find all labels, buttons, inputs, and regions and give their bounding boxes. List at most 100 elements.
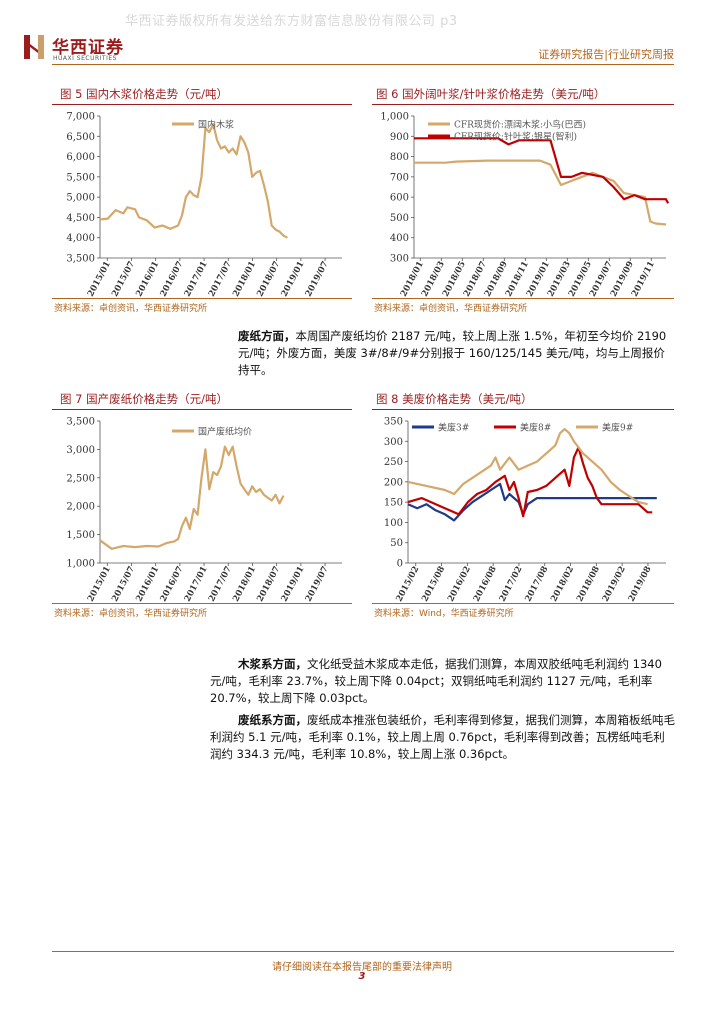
- paragraph-waste-series-head: 废纸系方面，: [238, 713, 307, 727]
- figure-6-source-rule: [372, 298, 674, 299]
- figure-7-source: 资料来源：卓创资讯，华西证券研究所: [54, 609, 208, 619]
- figure-6-title: 图 6 国外阔叶浆/针叶浆价格走势（美元/吨）: [376, 87, 606, 101]
- figure-8-source: 资料来源：Wind，华西证券研究所: [374, 609, 514, 619]
- y-tick-label: 3,500: [66, 254, 95, 265]
- y-tick-label: 0: [397, 559, 403, 570]
- series-line-1: [99, 445, 285, 550]
- figure-7-source-rule: [52, 603, 352, 604]
- y-tick-label: 3,000: [66, 445, 95, 456]
- y-tick-label: 300: [384, 437, 403, 448]
- paragraph-wood-pulp-body: 文化纸受益木浆成本走低，据我们测算，本周双胶纸吨毛利润约 1340 元/吨，毛利…: [210, 657, 662, 705]
- y-tick-label: 7,000: [66, 112, 95, 123]
- legend-label: CFR现货价:针叶浆:银星(智利): [454, 131, 577, 143]
- x-tick-label: 2017/02: [498, 565, 525, 603]
- x-tick-label: 2015/07: [110, 565, 137, 603]
- y-tick-label: 1,500: [66, 530, 95, 541]
- x-tick-label: 2018/07: [255, 565, 282, 603]
- series-line-1: [407, 482, 657, 522]
- y-tick-label: 900: [390, 132, 409, 143]
- x-tick-label: 2017/07: [207, 260, 234, 298]
- y-tick-label: 300: [390, 254, 409, 265]
- figure-6-chart: 3004005006007008009001,0002018/012018/03…: [380, 112, 670, 298]
- watermark-text: 华西证券版权所有发送给东方财富信息股份有限公司 p3: [125, 14, 458, 29]
- y-tick-label: 150: [384, 498, 403, 509]
- x-tick-label: 2015/01: [86, 260, 113, 298]
- figure-6-rule: [372, 104, 674, 105]
- series-line-1: [414, 159, 667, 226]
- x-tick-label: 2019/07: [304, 565, 331, 603]
- y-tick-label: 1,000: [66, 559, 95, 570]
- y-tick-label: 3,500: [66, 417, 95, 428]
- y-tick-label: 5,000: [66, 193, 95, 204]
- x-tick-label: 2019/07: [304, 260, 331, 298]
- paragraph-wood-pulp: 木浆系方面，文化纸受益木浆成本走低，据我们测算，本周双胶纸吨毛利润约 1340 …: [210, 656, 676, 707]
- y-tick-label: 250: [384, 457, 403, 468]
- paragraph-waste-paper-body: 本周国产废纸均价 2187 元/吨，较上周上涨 1.5%，年初至今均价 2190…: [238, 329, 667, 377]
- figure-5-source: 资料来源：卓创资讯，华西证券研究所: [54, 304, 208, 314]
- x-tick-label: 2017/07: [207, 565, 234, 603]
- x-tick-label: 2016/07: [159, 565, 186, 603]
- logo-icon: [22, 33, 46, 61]
- series-line-3: [407, 428, 648, 506]
- figure-6-source: 资料来源：卓创资讯，华西证券研究所: [374, 304, 528, 314]
- x-tick-label: 2019/01: [280, 260, 307, 298]
- footer-divider: [52, 951, 674, 952]
- header-divider: [52, 64, 674, 65]
- figure-8-source-rule: [372, 603, 674, 604]
- y-tick-label: 5,500: [66, 172, 95, 183]
- paragraph-waste-paper: 废纸方面，本周国产废纸均价 2187 元/吨，较上周上涨 1.5%，年初至今均价…: [238, 328, 674, 379]
- legend-label: 美废8#: [520, 422, 551, 434]
- paragraph-waste-paper-head: 废纸方面，: [238, 329, 296, 343]
- y-tick-label: 350: [384, 417, 403, 428]
- y-tick-label: 2,000: [66, 502, 95, 513]
- figure-8-title: 图 8 美废价格走势（美元/吨）: [376, 392, 533, 406]
- x-tick-label: 2015/02: [394, 565, 421, 603]
- x-tick-label: 2016/07: [159, 260, 186, 298]
- paragraph-wood-pulp-head: 木浆系方面，: [238, 657, 307, 671]
- series-line-1: [99, 123, 288, 239]
- x-tick-label: 2018/01: [231, 565, 258, 603]
- report-type: 证券研究报告|行业研究周报: [538, 48, 674, 61]
- x-tick-label: 2015/01: [86, 565, 113, 603]
- logo-subtext: HUAXI SECURITIES: [53, 55, 117, 62]
- x-tick-label: 2016/02: [446, 565, 473, 603]
- figure-7-chart: 1,0001,5002,0002,5003,0003,5002015/01201…: [66, 417, 342, 603]
- y-tick-label: 400: [390, 233, 409, 244]
- x-tick-label: 2018/02: [549, 565, 576, 603]
- y-tick-label: 2,500: [66, 473, 95, 484]
- legend-label: 美废3#: [438, 422, 469, 434]
- x-tick-label: 2016/08: [472, 565, 499, 603]
- series-line-2: [414, 137, 670, 204]
- x-tick-label: 2016/01: [134, 565, 161, 603]
- y-tick-label: 100: [384, 518, 403, 529]
- x-tick-label: 2019/08: [627, 565, 654, 603]
- figure-7-rule: [52, 409, 352, 410]
- footer-notice: 请仔细阅读在本报告尾部的重要法律声明: [272, 962, 452, 973]
- y-tick-label: 6,000: [66, 152, 95, 163]
- paragraph-waste-series: 废纸系方面，废纸成本推涨包装纸价，毛利率得到修复，据我们测算，本周箱板纸吨毛利润…: [210, 712, 676, 763]
- x-tick-label: 2019/02: [601, 565, 628, 603]
- legend-label: 国内木浆: [198, 119, 234, 131]
- paragraph-waste-series-body: 废纸成本推涨包装纸价，毛利率得到修复，据我们测算，本周箱板纸吨毛利润约 5.1 …: [210, 713, 675, 761]
- y-tick-label: 200: [384, 477, 403, 488]
- figure-5-source-rule: [52, 298, 352, 299]
- y-tick-label: 800: [390, 152, 409, 163]
- figure-7-title: 图 7 国产废纸价格走势（元/吨）: [60, 392, 229, 406]
- page-number: 3: [358, 971, 366, 982]
- legend-label: CFR现货价:漂阔木浆:小鸟(巴西): [454, 119, 586, 131]
- x-tick-label: 2019/01: [280, 565, 307, 603]
- y-tick-label: 600: [390, 193, 409, 204]
- x-tick-label: 2018/08: [575, 565, 602, 603]
- figure-8-rule: [372, 409, 674, 410]
- legend-label: 美废9#: [602, 422, 633, 434]
- x-tick-label: 2018/07: [255, 260, 282, 298]
- y-tick-label: 4,000: [66, 233, 95, 244]
- x-tick-label: 2017/01: [183, 260, 210, 298]
- x-tick-label: 2017/08: [523, 565, 550, 603]
- series-line-2: [407, 446, 653, 518]
- figure-5-title: 图 5 国内木浆价格走势（元/吨）: [60, 87, 229, 101]
- y-tick-label: 4,500: [66, 213, 95, 224]
- figure-5-chart: 3,500 4,000 4,500 5,000 5,500 6,000 6,500 7,000…: [66, 112, 342, 298]
- y-tick-label: 500: [390, 213, 409, 224]
- y-tick-label: 700: [390, 172, 409, 183]
